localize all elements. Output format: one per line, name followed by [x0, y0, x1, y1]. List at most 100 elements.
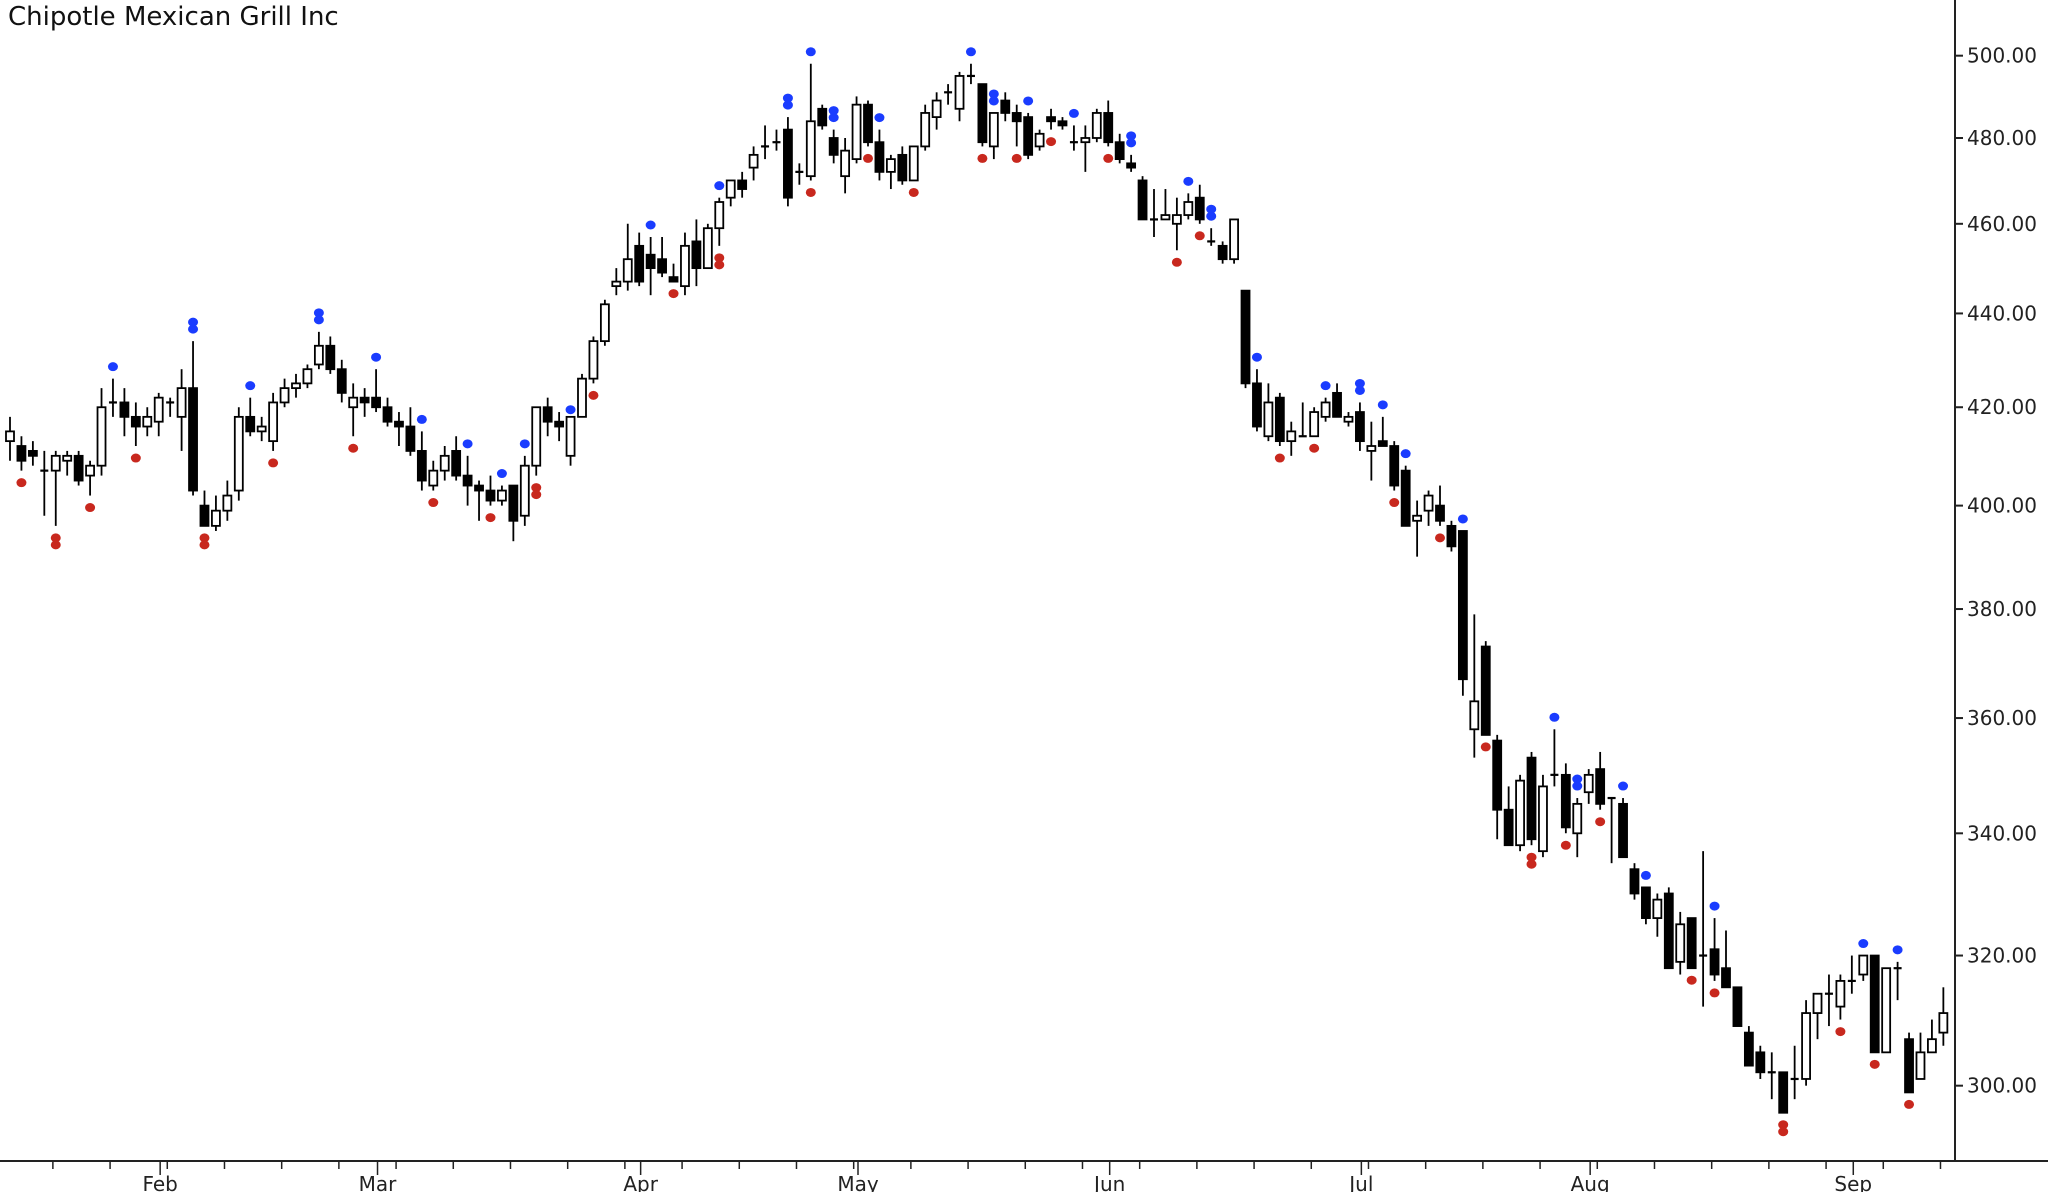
candle-body-up	[920, 112, 931, 148]
candle	[1183, 193, 1194, 220]
pivot-high-dot	[782, 93, 793, 103]
pivot-low-dot	[1389, 498, 1400, 508]
candle-body-up	[439, 454, 450, 472]
candle-body-up	[1572, 802, 1583, 835]
candle	[1000, 92, 1011, 122]
candle	[702, 223, 713, 270]
candle-body-down	[1046, 116, 1056, 123]
candle	[1377, 416, 1388, 447]
candle	[1469, 614, 1480, 758]
candle-body-up	[313, 344, 324, 366]
candle	[1904, 1032, 1914, 1094]
candle	[1618, 798, 1628, 859]
candle	[1732, 986, 1743, 1027]
candle	[1240, 289, 1251, 389]
candle-body-down	[1194, 196, 1205, 221]
y-tick-label: 500.00	[1967, 44, 2037, 68]
pivot-high-dot	[1320, 381, 1331, 391]
candle-body-down	[1137, 179, 1148, 221]
pivot-high-dot	[565, 405, 576, 415]
candle-body-down	[1778, 1071, 1789, 1114]
candle	[1869, 954, 1880, 1054]
pivot-high-dot	[1377, 400, 1388, 410]
candle	[554, 412, 565, 442]
candle-body-up	[1938, 1012, 1949, 1034]
candle-body-up	[611, 280, 622, 288]
candle-body-down	[1000, 99, 1011, 114]
pivot-high-dot	[416, 414, 427, 424]
candle-body-up	[142, 415, 153, 428]
candle-body-up	[291, 382, 301, 390]
pivot-low-dot	[1560, 840, 1571, 850]
candle-body-up	[954, 75, 965, 110]
candle	[188, 341, 198, 496]
candle-body-up	[1423, 494, 1434, 512]
candle-body-down	[474, 484, 484, 492]
candle-body-up	[1652, 898, 1663, 919]
candle-body-up	[1801, 1012, 1811, 1080]
candle	[1274, 392, 1285, 447]
candle	[508, 484, 519, 542]
candle-body-up	[588, 340, 599, 380]
candle	[748, 146, 759, 181]
pivot-high-dot	[1354, 378, 1365, 388]
candle	[371, 369, 381, 413]
candle-body-up	[599, 303, 610, 343]
candle	[840, 137, 851, 194]
candle-body-down	[1755, 1051, 1766, 1074]
pivot-low-dot	[531, 490, 542, 500]
candle	[1457, 530, 1468, 696]
candle	[1492, 734, 1503, 840]
pivot-high-dot	[1206, 204, 1217, 214]
candle-body-up	[1915, 1051, 1926, 1080]
candle	[542, 397, 553, 437]
candle	[1126, 154, 1137, 172]
candle-body-up	[988, 112, 999, 148]
candle	[1194, 184, 1205, 224]
pivot-low-dot	[908, 187, 919, 197]
candle-body-down	[245, 415, 256, 433]
candle	[1641, 886, 1651, 925]
pivot-high-dot	[1572, 774, 1583, 784]
candle-body-up	[1320, 401, 1331, 418]
candle-body-down	[1217, 244, 1228, 261]
candle-body-down	[27, 450, 38, 457]
pivot-high-dot	[805, 47, 816, 57]
pivot-high-dot	[1354, 385, 1365, 395]
pivot-high-dot	[782, 100, 793, 110]
pivot-low-dot	[1171, 257, 1182, 267]
pivot-low-dot	[130, 453, 141, 463]
candle-body-up	[565, 415, 576, 457]
pivot-high-dot	[371, 352, 382, 362]
candle	[313, 331, 324, 370]
candle	[565, 415, 576, 466]
pivot-high-dot	[1251, 352, 1262, 362]
candle	[1480, 641, 1491, 736]
candle	[1572, 798, 1583, 858]
candle	[1790, 1045, 1799, 1100]
candle	[1550, 729, 1559, 787]
y-tick-label: 440.00	[1967, 301, 2037, 325]
candle	[931, 92, 942, 130]
candle	[73, 450, 84, 486]
candle-body-up	[211, 509, 221, 527]
candle	[1801, 1000, 1811, 1086]
pivot-low-dot	[1274, 453, 1285, 463]
candle	[130, 402, 141, 447]
candle-body-down	[394, 420, 404, 428]
candle-body-up	[1263, 401, 1274, 438]
candle	[851, 96, 862, 164]
candle-body-up	[1515, 779, 1525, 847]
candle-body-up	[1812, 992, 1823, 1014]
pivot-low-dot	[50, 540, 61, 550]
candle	[645, 237, 656, 296]
candle	[40, 450, 49, 516]
candle	[1755, 1045, 1766, 1079]
candle-body-down	[874, 141, 885, 173]
candle-body-up	[153, 396, 164, 423]
candle-body-down	[130, 415, 141, 428]
candle	[1699, 851, 1708, 1007]
candle	[485, 475, 496, 506]
candle	[1881, 967, 1892, 1054]
candle	[1207, 228, 1216, 246]
